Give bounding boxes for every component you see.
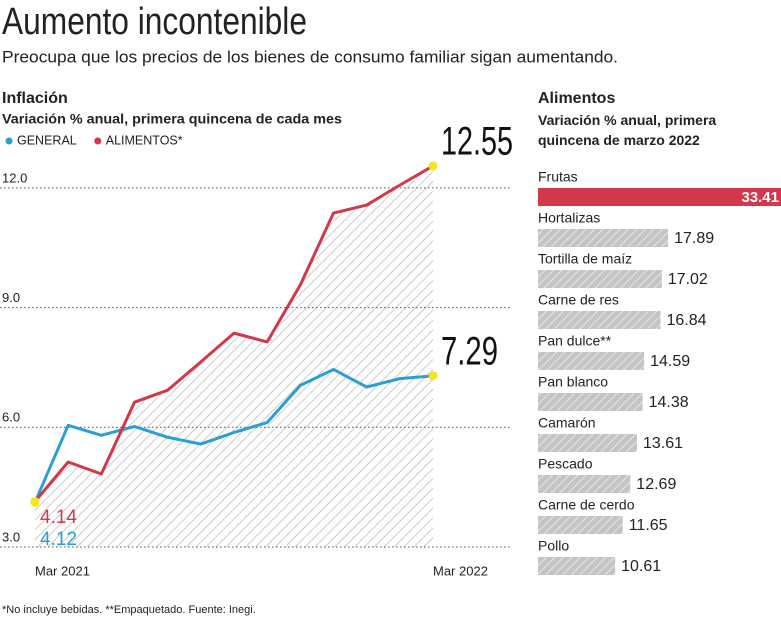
category-label: Frutas [538, 169, 578, 185]
series-line [33, 367, 434, 503]
category-label: Pollo [538, 538, 569, 554]
value-label: 17.89 [674, 230, 714, 247]
legend-swatch [94, 137, 102, 145]
value-label: 11.65 [629, 517, 668, 534]
line-subtitle: Variación % anual, primera quincena de c… [2, 112, 342, 127]
bar [538, 434, 637, 452]
y-tick-label: 12.0 [2, 170, 27, 185]
value-label: 10.61 [621, 558, 661, 575]
category-label: Hortalizas [538, 210, 600, 226]
x-tick-label: Mar 2022 [433, 563, 488, 578]
y-tick-label: 6.0 [2, 410, 20, 425]
end-dot [428, 371, 438, 381]
hatched-area [35, 165, 433, 547]
value-label: 13.61 [643, 435, 683, 452]
category-label: Pan dulce** [538, 333, 612, 349]
category-label: Carne de res [538, 292, 619, 308]
end-dot [428, 161, 438, 171]
category-label: Carne de cerdo [538, 497, 635, 513]
x-tick-label: Mar 2021 [35, 563, 90, 578]
bar [538, 475, 631, 493]
bar [538, 557, 616, 575]
start-value-label: 4.14 [40, 507, 77, 528]
category-label: Tortilla de maíz [538, 251, 632, 267]
category-label: Pan blanco [538, 374, 608, 390]
series-line [33, 164, 434, 503]
bar [538, 393, 643, 411]
category-label: Camarón [538, 415, 596, 431]
bar [538, 516, 623, 534]
start-value-label: 4.12 [40, 529, 77, 550]
page-subtitle: Preocupa que los precios de los bienes d… [2, 48, 618, 66]
legend-label: GENERAL [17, 133, 77, 147]
value-label: 12.69 [636, 476, 676, 493]
legend-label: ALIMENTOS* [106, 133, 183, 147]
bar [538, 352, 645, 370]
bar [538, 188, 781, 206]
end-dot [30, 497, 40, 507]
end-value-label: 12.55 [441, 120, 513, 164]
value-label: 14.38 [649, 394, 689, 411]
value-label: 33.41 [741, 189, 779, 206]
legend-swatch [5, 137, 13, 145]
footnote: *No incluye bebidas. **Empaquetado. Fuen… [2, 604, 256, 616]
category-label: Pescado [538, 456, 593, 472]
y-tick-label: 9.0 [2, 290, 20, 305]
value-label: 14.59 [650, 353, 690, 370]
bar [538, 229, 669, 247]
page-title: Aumento incontenible [2, 1, 307, 43]
bar-subtitle: Variación % anual, primera quincena de m… [538, 112, 717, 148]
line-title: Inflación [2, 90, 68, 107]
value-label: 16.84 [666, 312, 706, 329]
bar [538, 270, 662, 288]
bar-title: Alimentos [538, 90, 615, 107]
value-label: 17.02 [668, 271, 708, 288]
end-value-label: 7.29 [441, 329, 498, 373]
bar [538, 311, 661, 329]
y-tick-label: 3.0 [2, 529, 20, 544]
